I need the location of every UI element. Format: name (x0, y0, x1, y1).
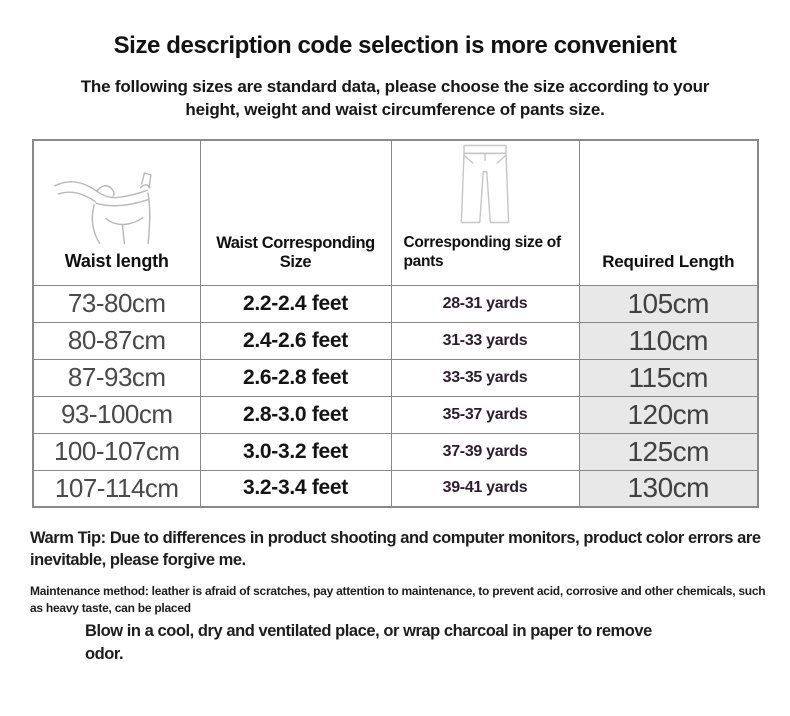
cell-required-length: 105cm (578, 284, 759, 323)
table-row: 107-114cm 3.2-3.4 feet 39-41 yards 130cm (32, 469, 759, 508)
column-header-required-length: Required Length (578, 139, 759, 286)
cell-required-length: 130cm (578, 469, 759, 508)
column-header-label: Waist length (64, 250, 169, 271)
table-row: 87-93cm 2.6-2.8 feet 33-35 yards 115cm (32, 358, 759, 397)
cell-required-length: 115cm (578, 358, 759, 397)
table-row: 80-87cm 2.4-2.6 feet 31-33 yards 110cm (32, 321, 759, 360)
column-header-label: Waist Corresponding Size (216, 233, 375, 271)
column-header-label: Corresponding size of pants (403, 233, 562, 271)
warm-tip-text: Warm Tip: Due to differences in product … (30, 529, 761, 569)
column-header-waist-corresponding-size: Waist Corresponding Size (199, 139, 392, 286)
cell-feet: 2.8-3.0 feet (199, 395, 392, 434)
pants-icon (457, 141, 513, 227)
cell-feet: 3.2-3.4 feet (199, 469, 392, 508)
cell-yards: 35-37 yards (390, 395, 580, 434)
placement-text: Blow in a cool, dry and ventilated place… (85, 622, 652, 663)
column-header-waist-length: Waist length (32, 139, 201, 286)
column-header-pants-size: Corresponding size of pants (390, 139, 580, 286)
cell-yards: 33-35 yards (390, 358, 580, 397)
cell-feet: 2.2-2.4 feet (199, 284, 392, 323)
page-title: Size description code selection is more … (113, 32, 677, 59)
maintenance-text: Maintenance method: leather is afraid of… (30, 583, 766, 616)
cell-feet: 3.0-3.2 feet (199, 432, 392, 471)
cell-required-length: 125cm (578, 432, 759, 471)
table-row: 93-100cm 2.8-3.0 feet 35-37 yards 120cm (32, 395, 759, 434)
size-chart-page: Size description code selection is more … (0, 32, 790, 716)
waist-measure-icon (53, 165, 181, 245)
cell-waist: 87-93cm (32, 358, 201, 397)
subtitle: The following sizes are standard data, p… (80, 77, 710, 120)
size-table: Waist length Waist Corresponding Size (32, 138, 759, 509)
table-row: 73-80cm 2.2-2.4 feet 28-31 yards 105cm (32, 284, 759, 323)
cell-waist: 73-80cm (32, 284, 201, 323)
cell-required-length: 120cm (578, 395, 759, 434)
cell-waist: 80-87cm (32, 321, 201, 360)
cell-waist: 93-100cm (32, 395, 201, 434)
table-header-row: Waist length Waist Corresponding Size (32, 139, 759, 286)
cell-waist: 107-114cm (32, 469, 201, 508)
cell-required-length: 110cm (578, 321, 759, 360)
column-header-label: Required Length (602, 251, 735, 271)
cell-feet: 2.6-2.8 feet (199, 358, 392, 397)
cell-yards: 37-39 yards (390, 432, 580, 471)
cell-waist: 100-107cm (32, 432, 201, 471)
cell-yards: 31-33 yards (390, 321, 580, 360)
table-row: 100-107cm 3.0-3.2 feet 37-39 yards 125cm (32, 432, 759, 471)
cell-yards: 28-31 yards (390, 284, 580, 323)
cell-yards: 39-41 yards (390, 469, 580, 508)
cell-feet: 2.4-2.6 feet (199, 321, 392, 360)
